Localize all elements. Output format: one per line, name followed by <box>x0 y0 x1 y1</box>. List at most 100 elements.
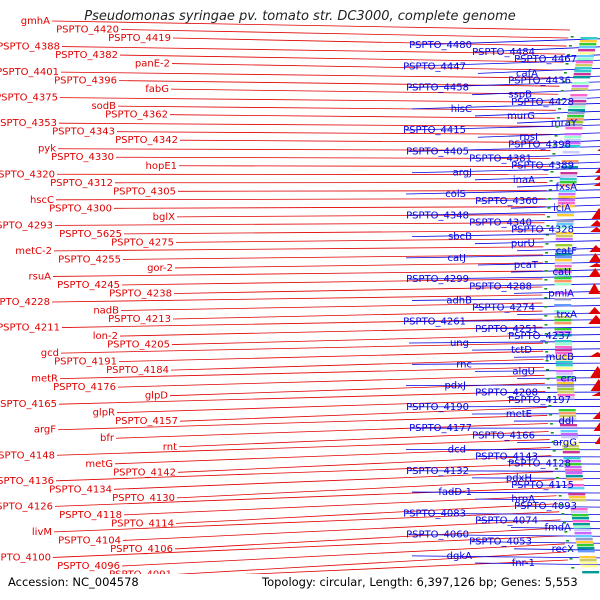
feature-band <box>556 376 574 379</box>
right-gene-label: fmdA <box>545 523 572 534</box>
tick-mark <box>545 234 549 236</box>
feature-band <box>554 283 572 286</box>
feature-band <box>555 361 573 364</box>
left-gene-label: PSPTO_4096 <box>57 561 120 572</box>
left-connector-line <box>59 366 544 380</box>
feature-band <box>573 526 591 529</box>
right-gene-label: sbcB <box>448 232 472 243</box>
left-connector-line <box>59 97 558 103</box>
right-gene-label: PSPTO_4467 <box>514 54 577 65</box>
right-gene-label: ung <box>450 338 469 349</box>
right-connector-line <box>411 232 600 237</box>
feature-band <box>558 199 576 202</box>
feature-band <box>579 40 597 43</box>
right-gene-label: PSPTO_4405 <box>406 146 469 157</box>
left-connector-line <box>53 511 560 533</box>
right-gene-label: fadD-1 <box>438 487 472 498</box>
right-gene-label: PSPTO_4360 <box>475 196 538 207</box>
right-gene-label: mraY <box>551 118 578 129</box>
feature-band <box>561 442 579 445</box>
right-connector-line <box>510 398 600 401</box>
left-connector-line <box>177 455 552 473</box>
right-connector-line <box>411 103 600 110</box>
feature-band <box>567 484 584 487</box>
feature-band <box>565 124 583 127</box>
feature-band <box>564 136 582 139</box>
right-gene-label: mucB <box>546 352 575 363</box>
forward-gene-arrow <box>595 167 600 173</box>
tick-mark <box>545 351 549 353</box>
feature-band <box>557 205 575 208</box>
right-connector-line <box>516 54 600 60</box>
right-gene-label: era <box>561 374 577 385</box>
left-gene-label: gcd <box>41 348 59 359</box>
left-gene-label: PSPTO_4320 <box>0 169 55 180</box>
feature-band <box>566 121 584 124</box>
right-gene-label: dgkA <box>447 551 472 562</box>
left-connector-line <box>169 114 555 119</box>
left-connector-line <box>120 29 569 39</box>
right-connector-line <box>408 470 600 472</box>
right-connector-line <box>405 189 600 195</box>
feature-band <box>569 97 587 100</box>
right-gene-label: trxA <box>556 310 577 321</box>
feature-band <box>555 364 573 367</box>
feature-band <box>554 277 572 280</box>
feature-band <box>558 190 576 193</box>
right-connector-line <box>408 81 600 88</box>
left-connector-line <box>54 222 545 226</box>
left-gene-label: PSPTO_4104 <box>58 535 121 546</box>
left-gene-label: gmhA <box>21 16 50 27</box>
feature-band <box>576 544 594 547</box>
right-gene-label: PSPTO_4053 <box>469 537 532 548</box>
left-gene-label: PSPTO_4118 <box>59 510 122 521</box>
tick-mark <box>559 504 563 506</box>
right-gene-label: PSPTO_4288 <box>469 281 532 292</box>
left-connector-line <box>176 479 555 499</box>
feature-band <box>555 346 572 349</box>
feature-band <box>556 223 574 226</box>
left-gene-label: PSPTO_4205 <box>107 340 170 351</box>
right-connector-line <box>405 124 600 131</box>
label-connector-lines <box>51 20 600 584</box>
feature-band <box>569 100 587 103</box>
feature-band <box>557 391 575 394</box>
right-connector-line <box>405 254 600 259</box>
tick-mark <box>548 198 552 200</box>
left-connector-line <box>60 71 561 79</box>
feature-band <box>554 340 572 343</box>
left-gene-label: PSPTO_4330 <box>51 152 114 163</box>
left-gene-label: PSPTO_4136 <box>0 476 54 487</box>
left-connector-line <box>178 165 549 167</box>
feature-band <box>573 76 591 79</box>
right-connector-line <box>513 161 600 167</box>
right-gene-label: PSPTO_4480 <box>409 40 472 51</box>
right-connector-line <box>471 218 600 223</box>
feature-band <box>555 355 573 358</box>
tick-mark <box>546 216 550 218</box>
feature-band <box>564 463 582 466</box>
tick-mark <box>567 54 571 56</box>
tick-mark <box>550 432 554 434</box>
feature-band <box>577 550 595 553</box>
tick-mark <box>562 81 566 83</box>
forward-gene-arrow <box>590 227 600 232</box>
left-connector-line <box>121 543 565 567</box>
right-gene-label: PSPTO_4458 <box>406 83 469 94</box>
tick-mark <box>571 567 575 569</box>
feature-band <box>555 256 572 259</box>
tick-mark <box>545 243 549 245</box>
right-connector-line <box>411 555 600 559</box>
feature-band <box>580 562 598 565</box>
left-connector-line <box>170 358 544 371</box>
right-connector-line <box>510 269 600 273</box>
forward-gene-arrow <box>594 175 600 180</box>
right-gene-label: pdxH <box>506 473 532 484</box>
left-connector-line <box>117 105 556 111</box>
left-gene-label: PSPTO_4396 <box>54 76 117 87</box>
right-gene-label: murG <box>507 111 535 122</box>
right-gene-label: PSPTO_4261 <box>403 317 466 328</box>
left-connector-line <box>122 519 561 541</box>
left-connector-line <box>52 270 543 277</box>
